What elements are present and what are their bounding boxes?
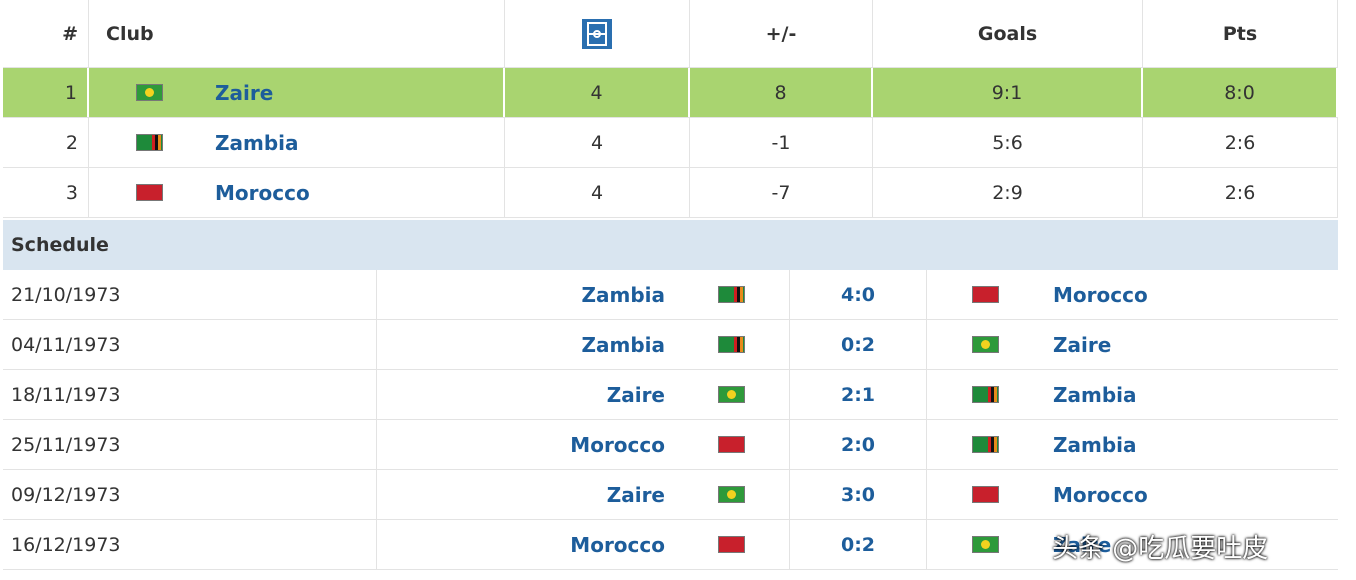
home-team[interactable]: Zambia [581,332,665,357]
games: 4 [505,118,690,167]
match-score[interactable]: 2:0 [790,420,927,469]
flag [718,386,745,403]
home-team[interactable]: Zaire [606,382,665,407]
rank: 1 [3,68,89,117]
flag [972,486,999,503]
away-cell: Zaire [927,520,1338,569]
diff-header: +/- [690,0,873,67]
home-cell: Morocco [377,420,790,469]
match-date: 04/11/1973 [3,320,377,369]
match-row: 18/11/1973 Zaire 2:1 Zambia [3,370,1338,420]
flag [718,286,745,303]
rank-header: # [3,0,89,67]
goals: 2:9 [873,168,1143,217]
diff: -1 [690,118,873,167]
match-row: 04/11/1973 Zambia 0:2 Zaire [3,320,1338,370]
away-team[interactable]: Morocco [1053,282,1148,307]
match-date: 25/11/1973 [3,420,377,469]
home-team[interactable]: Morocco [570,432,665,457]
club-cell: Zambia [89,118,505,167]
match-row: 21/10/1973 Zambia 4:0 Morocco [3,270,1338,320]
match-score[interactable]: 2:1 [790,370,927,419]
flag [972,286,999,303]
match-date: 18/11/1973 [3,370,377,419]
club-cell: Zaire [89,68,505,117]
pts: 2:6 [1143,118,1338,167]
match-score[interactable]: 3:0 [790,470,927,519]
home-cell: Zaire [377,470,790,519]
match-row: 25/11/1973 Morocco 2:0 Zambia [3,420,1338,470]
rank: 2 [3,118,89,167]
games: 4 [505,68,690,117]
match-row: 16/12/1973 Morocco 0:2 Zaire [3,520,1338,570]
schedule-title: Schedule [11,234,109,256]
flag [972,336,999,353]
match-score[interactable]: 0:2 [790,320,927,369]
goals: 9:1 [873,68,1143,117]
rank: 3 [3,168,89,217]
away-cell: Zambia [927,420,1338,469]
stadium-icon [582,18,612,49]
match-score[interactable]: 0:2 [790,520,927,569]
match-date: 09/12/1973 [3,470,377,519]
match-date: 16/12/1973 [3,520,377,569]
home-cell: Morocco [377,520,790,569]
header-row: # Club +/- Goals Pts [3,0,1338,68]
match-score[interactable]: 4:0 [790,270,927,319]
flag [718,536,745,553]
watermark: 头条 @吃瓜要吐皮 [1052,534,1269,564]
flag [718,436,745,453]
away-team[interactable]: Zaire [1053,332,1112,357]
home-team[interactable]: Zaire [606,482,665,507]
standing-row: 2 Zambia 4 -1 5:6 2:6 [3,118,1338,168]
away-team[interactable]: Morocco [1053,482,1148,507]
flag [136,184,163,201]
club-cell: Morocco [89,168,505,217]
games: 4 [505,168,690,217]
goals-header: Goals [873,0,1143,67]
club-name[interactable]: Zaire [215,80,274,105]
home-cell: Zaire [377,370,790,419]
match-date: 21/10/1973 [3,270,377,319]
away-cell: Morocco [927,470,1338,519]
pts-header: Pts [1143,0,1338,67]
home-team[interactable]: Zambia [581,282,665,307]
flag [136,84,163,101]
schedule-header: Schedule [3,220,1338,270]
away-cell: Zaire [927,320,1338,369]
club-name[interactable]: Morocco [215,180,310,205]
club-header: Club [89,0,505,67]
flag [972,436,999,453]
standing-row: 3 Morocco 4 -7 2:9 2:6 [3,168,1338,218]
diff: -7 [690,168,873,217]
away-cell: Zambia [927,370,1338,419]
away-cell: Morocco [927,270,1338,319]
pts: 8:0 [1143,68,1338,117]
home-cell: Zambia [377,270,790,319]
flag [972,386,999,403]
pts: 2:6 [1143,168,1338,217]
games-header [505,0,690,67]
flag [718,486,745,503]
standing-row: 1 Zaire 4 8 9:1 8:0 [3,68,1338,118]
goals: 5:6 [873,118,1143,167]
diff: 8 [690,68,873,117]
home-team[interactable]: Morocco [570,532,665,557]
flag [972,536,999,553]
away-team[interactable]: Zaire [1053,532,1112,557]
match-row: 09/12/1973 Zaire 3:0 Morocco [3,470,1338,520]
away-team[interactable]: Zambia [1053,432,1137,457]
away-team[interactable]: Zambia [1053,382,1137,407]
club-name[interactable]: Zambia [215,130,299,155]
home-cell: Zambia [377,320,790,369]
flag [718,336,745,353]
flag [136,134,163,151]
